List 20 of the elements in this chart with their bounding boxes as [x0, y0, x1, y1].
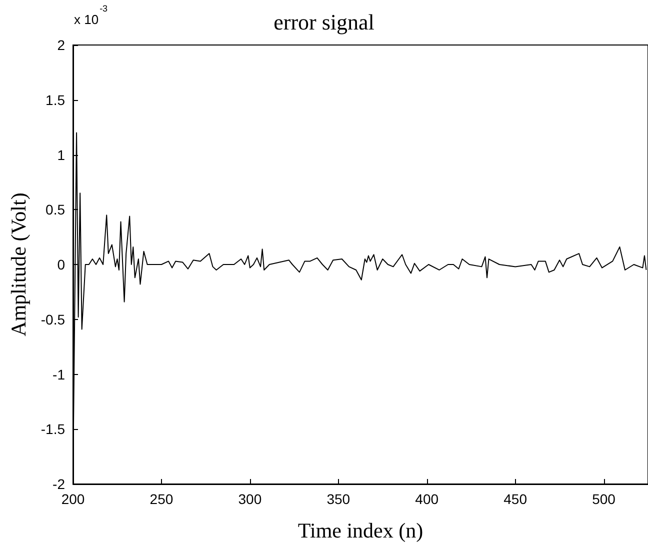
x-tick-label: 450 [504, 491, 528, 507]
y-tick-label: 1 [57, 146, 66, 163]
y-tick-label: 0.5 [46, 202, 66, 218]
x-tick-label: 300 [238, 491, 262, 507]
text: x 10-3 [74, 4, 108, 27]
chart-title: error signal [274, 10, 374, 34]
x-axis-title: Time index (n) [298, 518, 424, 542]
x-tick-label: 350 [326, 491, 350, 507]
y-tick-label: 1.5 [46, 92, 66, 108]
y-tick-label: -0.5 [40, 311, 66, 328]
x-tick-label: 400 [415, 491, 439, 507]
y-tick-label: -1 [52, 366, 66, 382]
y-tick-label: -2 [52, 476, 66, 492]
y-tick-label: -1.5 [40, 421, 66, 438]
y-tick-label: 0 [57, 256, 66, 272]
x-tick-label: 250 [150, 491, 174, 507]
y-tick-label: 2 [57, 37, 66, 53]
y-axis-title: Amplitude (Volt) [6, 192, 30, 336]
x-tick-label: 500 [592, 491, 616, 507]
x-tick-label: 200 [61, 491, 85, 507]
